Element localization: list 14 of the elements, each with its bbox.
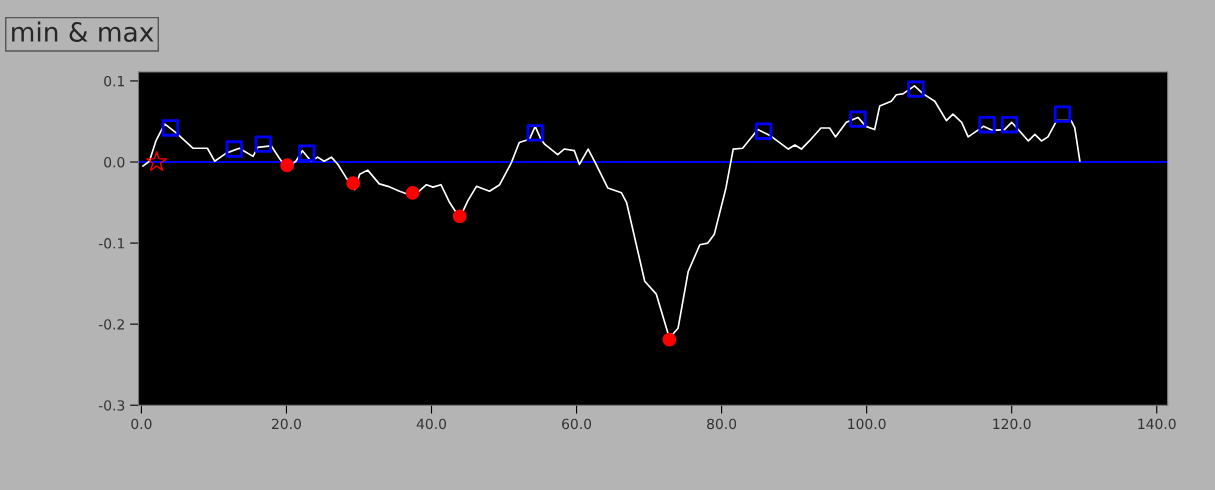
y-tick-label: -0.3 [98,400,125,411]
x-tick-label: 100.0 [848,418,886,430]
y-tick-label: -0.2 [98,319,124,330]
y-tick-label: 0.0 [104,156,125,168]
x-tick-label: 80.0 [707,418,737,430]
y-tick-label: 0.1 [104,75,125,87]
x-tick-label: 40.0 [416,418,447,430]
x-tick-label: 20.0 [272,418,301,430]
x-tick-label: 60.0 [562,418,592,430]
chart-title: min & max [12,21,154,42]
x-tick-label: 120.0 [993,418,1031,430]
y-tick-label: -0.1 [98,238,125,249]
x-tick-label: 0.0 [131,418,152,430]
x-tick-label: 140.0 [1138,418,1176,430]
